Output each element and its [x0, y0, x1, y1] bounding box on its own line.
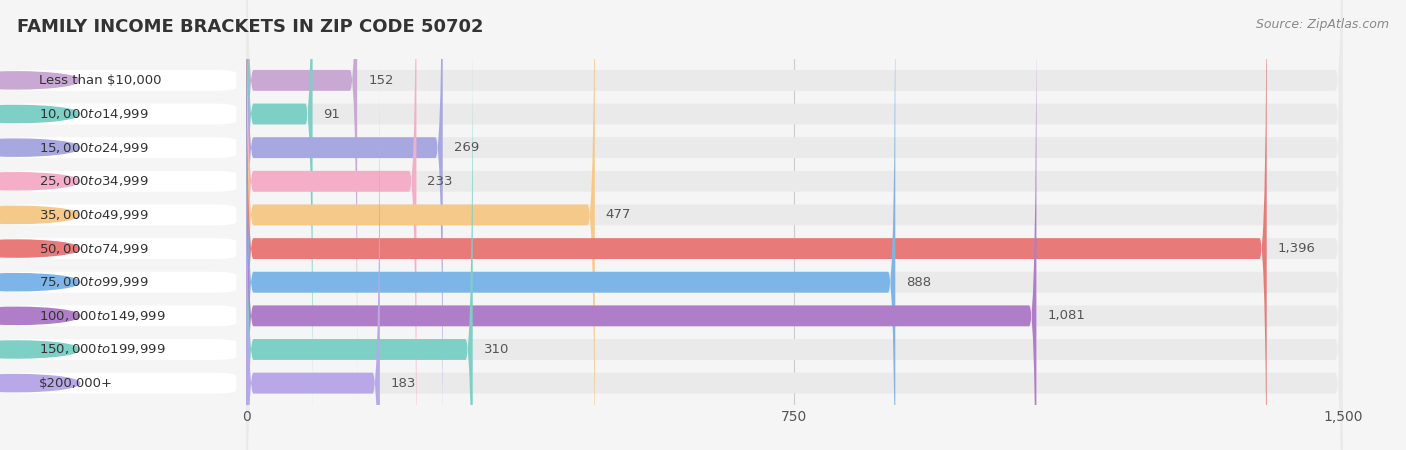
Text: $75,000 to $99,999: $75,000 to $99,999: [39, 275, 149, 289]
FancyBboxPatch shape: [4, 70, 236, 91]
FancyBboxPatch shape: [246, 0, 1343, 450]
FancyBboxPatch shape: [246, 0, 312, 440]
Text: 183: 183: [391, 377, 416, 390]
FancyBboxPatch shape: [4, 373, 236, 394]
Text: 269: 269: [454, 141, 479, 154]
FancyBboxPatch shape: [246, 0, 1267, 450]
Text: Source: ZipAtlas.com: Source: ZipAtlas.com: [1256, 18, 1389, 31]
FancyBboxPatch shape: [246, 0, 1343, 450]
FancyBboxPatch shape: [246, 0, 1036, 450]
Circle shape: [0, 207, 80, 224]
Text: FAMILY INCOME BRACKETS IN ZIP CODE 50702: FAMILY INCOME BRACKETS IN ZIP CODE 50702: [17, 18, 484, 36]
Text: $25,000 to $34,999: $25,000 to $34,999: [39, 174, 149, 188]
Text: $100,000 to $149,999: $100,000 to $149,999: [39, 309, 166, 323]
Text: 91: 91: [323, 108, 340, 121]
FancyBboxPatch shape: [246, 0, 1343, 440]
FancyBboxPatch shape: [4, 104, 236, 125]
Circle shape: [0, 105, 80, 122]
FancyBboxPatch shape: [246, 57, 1343, 450]
Text: $15,000 to $24,999: $15,000 to $24,999: [39, 141, 149, 155]
FancyBboxPatch shape: [246, 0, 1343, 450]
FancyBboxPatch shape: [246, 0, 896, 450]
FancyBboxPatch shape: [246, 57, 380, 450]
Circle shape: [0, 341, 80, 358]
Circle shape: [0, 72, 80, 89]
Circle shape: [0, 240, 80, 257]
Text: $35,000 to $49,999: $35,000 to $49,999: [39, 208, 149, 222]
FancyBboxPatch shape: [246, 0, 1343, 450]
FancyBboxPatch shape: [246, 0, 595, 450]
FancyBboxPatch shape: [246, 0, 443, 450]
FancyBboxPatch shape: [4, 204, 236, 225]
Circle shape: [0, 274, 80, 291]
FancyBboxPatch shape: [4, 238, 236, 259]
Circle shape: [0, 173, 80, 190]
Text: 1,081: 1,081: [1047, 309, 1085, 322]
Circle shape: [0, 139, 80, 156]
FancyBboxPatch shape: [246, 23, 1343, 450]
Text: 233: 233: [427, 175, 453, 188]
Text: Less than $10,000: Less than $10,000: [39, 74, 162, 87]
FancyBboxPatch shape: [246, 0, 357, 406]
Text: 1,396: 1,396: [1278, 242, 1316, 255]
FancyBboxPatch shape: [4, 137, 236, 158]
Circle shape: [0, 374, 80, 392]
Text: 477: 477: [606, 208, 631, 221]
Text: 310: 310: [484, 343, 509, 356]
Text: 152: 152: [368, 74, 394, 87]
Text: $200,000+: $200,000+: [39, 377, 114, 390]
Text: $10,000 to $14,999: $10,000 to $14,999: [39, 107, 149, 121]
FancyBboxPatch shape: [4, 272, 236, 292]
FancyBboxPatch shape: [246, 23, 472, 450]
FancyBboxPatch shape: [4, 306, 236, 326]
Text: 888: 888: [907, 276, 931, 289]
FancyBboxPatch shape: [246, 0, 416, 450]
Circle shape: [0, 307, 80, 324]
FancyBboxPatch shape: [4, 339, 236, 360]
Text: $50,000 to $74,999: $50,000 to $74,999: [39, 242, 149, 256]
FancyBboxPatch shape: [4, 171, 236, 192]
FancyBboxPatch shape: [246, 0, 1343, 450]
FancyBboxPatch shape: [246, 0, 1343, 406]
Text: $150,000 to $199,999: $150,000 to $199,999: [39, 342, 166, 356]
FancyBboxPatch shape: [246, 0, 1343, 450]
